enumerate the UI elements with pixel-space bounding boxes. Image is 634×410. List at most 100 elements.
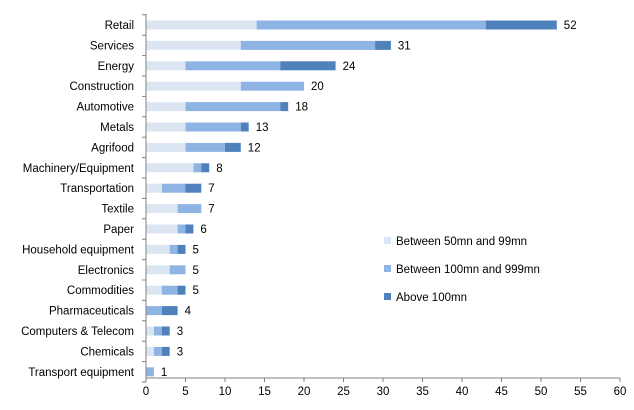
bar-textile-between-100mn-and-999mn — [177, 204, 202, 214]
x-tick-label-35: 35 — [416, 386, 429, 398]
total-label-metals: 13 — [256, 122, 269, 134]
category-label-electronics: Electronics — [78, 265, 134, 277]
legend-swatch-between-100mn-and-999mn — [384, 265, 391, 272]
category-label-energy: Energy — [98, 61, 135, 73]
total-label-automotive: 18 — [295, 102, 308, 114]
category-label-pharmaceuticals: Pharmaceuticals — [49, 306, 134, 318]
total-label-transport-equipment: 1 — [161, 367, 167, 379]
bar-transport-equipment-between-100mn-and-999mn — [146, 367, 154, 377]
category-label-metals: Metals — [100, 122, 134, 134]
category-label-machinery-equipment: Machinery/Equipment — [23, 163, 135, 175]
category-label-computers-telecom: Computers & Telecom — [21, 326, 134, 338]
total-label-transportation: 7 — [208, 183, 214, 195]
category-label-agrifood: Agrifood — [91, 142, 134, 154]
bar-commodities-above-100mn — [177, 285, 186, 295]
total-label-machinery-equipment: 8 — [216, 163, 222, 175]
bar-construction-between-50mn-and-99mn — [146, 81, 241, 91]
bars-layer — [146, 20, 557, 377]
bar-computers-telecom-between-100mn-and-999mn — [153, 326, 162, 336]
legend-label-between-100mn-and-999mn: Between 100mn and 999mn — [396, 264, 540, 276]
bar-household-equipment-above-100mn — [177, 244, 186, 254]
total-label-pharmaceuticals: 4 — [185, 306, 192, 318]
bar-paper-between-100mn-and-999mn — [177, 224, 186, 234]
total-label-computers-telecom: 3 — [177, 326, 183, 338]
x-tick-label-20: 20 — [298, 386, 311, 398]
bar-services-between-50mn-and-99mn — [146, 40, 241, 50]
bar-machinery-equipment-between-100mn-and-999mn — [193, 163, 202, 173]
bar-computers-telecom-between-50mn-and-99mn — [146, 326, 154, 336]
bar-chemicals-between-100mn-and-999mn — [153, 346, 162, 356]
bar-textile-between-50mn-and-99mn — [146, 204, 178, 214]
x-tick-label-60: 60 — [614, 386, 627, 398]
bar-energy-above-100mn — [280, 61, 336, 71]
bar-electronics-between-100mn-and-999mn — [169, 265, 186, 275]
bar-automotive-above-100mn — [280, 102, 289, 112]
category-label-transportation: Transportation — [60, 183, 134, 195]
bar-energy-between-100mn-and-999mn — [185, 61, 281, 71]
x-tick-label-55: 55 — [574, 386, 587, 398]
bar-services-above-100mn — [375, 40, 391, 50]
x-tick-label-30: 30 — [377, 386, 390, 398]
bar-chemicals-above-100mn — [161, 346, 170, 356]
x-tick-label-0: 0 — [143, 386, 149, 398]
x-tick-label-45: 45 — [495, 386, 508, 398]
x-tick-label-40: 40 — [456, 386, 469, 398]
bar-machinery-equipment-above-100mn — [201, 163, 210, 173]
bar-electronics-between-50mn-and-99mn — [146, 265, 170, 275]
category-label-paper: Paper — [103, 224, 134, 236]
bar-services-between-100mn-and-999mn — [240, 40, 376, 50]
category-label-commodities: Commodities — [67, 285, 134, 297]
bar-metals-between-50mn-and-99mn — [146, 122, 186, 132]
bar-chemicals-between-50mn-and-99mn — [146, 346, 154, 356]
category-label-services: Services — [90, 40, 134, 52]
bar-transportation-between-100mn-and-999mn — [161, 183, 186, 193]
bar-paper-above-100mn — [185, 224, 194, 234]
total-label-electronics: 5 — [193, 265, 199, 277]
total-label-household-equipment: 5 — [193, 244, 199, 256]
legend: Between 50mn and 99mn Between 100mn and 9… — [384, 236, 540, 304]
legend-swatch-between-50mn-and-99mn — [384, 237, 391, 244]
bar-metals-between-100mn-and-999mn — [185, 122, 241, 132]
bar-computers-telecom-above-100mn — [161, 326, 170, 336]
total-label-paper: 6 — [200, 224, 206, 236]
bar-agrifood-between-100mn-and-999mn — [185, 142, 225, 152]
category-label-textile: Textile — [101, 204, 134, 216]
category-label-chemicals: Chemicals — [80, 346, 134, 358]
bar-retail-between-100mn-and-999mn — [256, 20, 486, 30]
bar-pharmaceuticals-above-100mn — [161, 306, 178, 316]
total-label-commodities: 5 — [193, 285, 199, 297]
x-tick-label-15: 15 — [258, 386, 271, 398]
axis-layer: 0 5 10 15 20 25 30 35 40 45 50 55 60 — [142, 14, 626, 398]
total-label-retail: 52 — [564, 20, 577, 32]
x-tick-label-5: 5 — [182, 386, 188, 398]
bar-household-equipment-between-50mn-and-99mn — [146, 244, 170, 254]
x-tick-label-50: 50 — [535, 386, 548, 398]
bar-transportation-above-100mn — [185, 183, 202, 193]
bar-machinery-equipment-between-50mn-and-99mn — [146, 163, 194, 173]
bar-energy-between-50mn-and-99mn — [146, 61, 186, 71]
bar-retail-above-100mn — [485, 20, 557, 30]
category-label-transport-equipment: Transport equipment — [28, 367, 134, 379]
bar-automotive-between-50mn-and-99mn — [146, 102, 186, 112]
x-tick-label-10: 10 — [219, 386, 232, 398]
total-label-energy: 24 — [343, 61, 356, 73]
bar-metals-above-100mn — [240, 122, 249, 132]
bar-commodities-between-100mn-and-999mn — [161, 285, 178, 295]
bar-agrifood-between-50mn-and-99mn — [146, 142, 186, 152]
bar-pharmaceuticals-between-100mn-and-999mn — [146, 306, 162, 316]
category-label-household-equipment: Household equipment — [22, 244, 135, 256]
x-tick-label-25: 25 — [337, 386, 350, 398]
bar-household-equipment-between-100mn-and-999mn — [169, 244, 178, 254]
bar-commodities-between-50mn-and-99mn — [146, 285, 162, 295]
bar-retail-between-50mn-and-99mn — [146, 20, 257, 30]
category-label-automotive: Automotive — [76, 102, 134, 114]
total-label-construction: 20 — [311, 81, 324, 93]
total-label-agrifood: 12 — [248, 142, 261, 154]
legend-label-above-100mn: Above 100mn — [396, 292, 467, 304]
total-label-textile: 7 — [208, 204, 214, 216]
category-label-retail: Retail — [105, 20, 134, 32]
total-label-services: 31 — [398, 40, 411, 52]
bar-automotive-between-100mn-and-999mn — [185, 102, 281, 112]
